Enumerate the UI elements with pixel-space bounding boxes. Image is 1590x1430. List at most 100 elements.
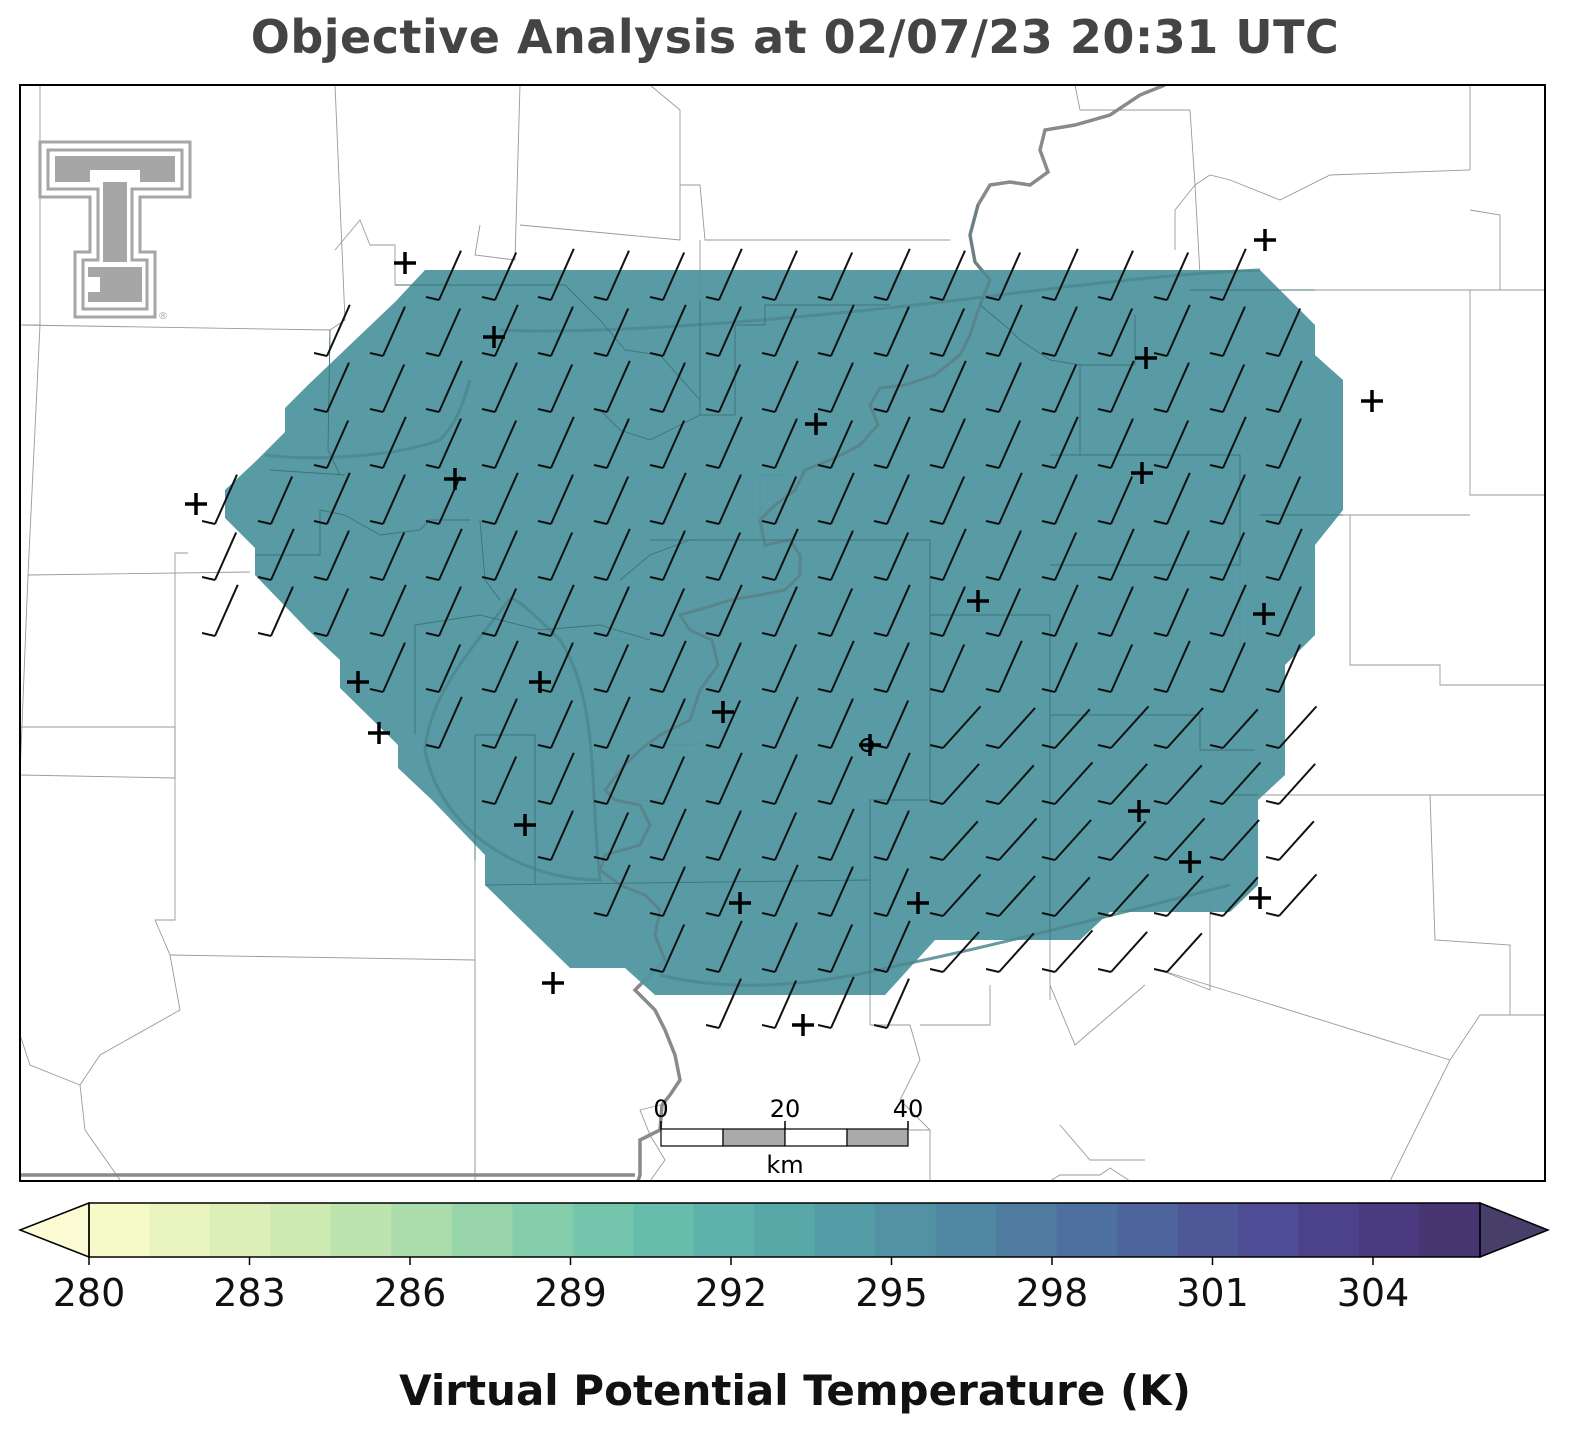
station-plus-icon (967, 590, 989, 612)
wind-barb (1153, 530, 1190, 581)
wind-barb (705, 920, 743, 973)
wind-barb (929, 476, 966, 525)
wind-barb (1041, 708, 1091, 749)
wind-barb (817, 640, 855, 693)
wind-barb (929, 820, 979, 861)
station-plus-icon (792, 1014, 814, 1036)
wind-barb (929, 931, 980, 973)
wind-barb (929, 418, 966, 469)
wind-barb (481, 420, 518, 469)
station-plus-icon (347, 671, 369, 693)
wind-barb (537, 584, 575, 637)
wind-barb (1265, 586, 1302, 637)
wind-barb (1097, 820, 1147, 861)
wind-barb (985, 420, 1022, 469)
scale-tick-20: 20 (770, 1095, 801, 1123)
wind-barb (537, 306, 574, 357)
wind-barb (1041, 929, 1094, 973)
wind-barb (929, 586, 966, 637)
wind-barb (929, 250, 966, 301)
wind-barb (1097, 528, 1135, 581)
wind-barb (817, 252, 854, 301)
wind-barb (201, 532, 238, 581)
scale-tick-40: 40 (893, 1095, 924, 1123)
wind-barb (1265, 820, 1315, 861)
wind-barb (593, 812, 630, 861)
wind-barb (649, 640, 687, 693)
wind-barb (369, 642, 406, 693)
wind-barb (1209, 474, 1246, 525)
wind-barb (929, 308, 966, 357)
wind-barb (1153, 362, 1190, 413)
texas-tech-logo: ® (38, 140, 192, 322)
wind-barb (649, 924, 686, 973)
wind-barb (1097, 476, 1134, 525)
wind-barb (1265, 418, 1302, 469)
wind-barb (1265, 763, 1316, 805)
wind-barb (369, 416, 407, 469)
station-plus-icon (805, 413, 827, 435)
wind-barb (873, 532, 910, 581)
wind-barb (705, 474, 742, 525)
station-plus-icon (1249, 887, 1271, 909)
map-title: Objective Analysis at 02/07/23 20:31 UTC (250, 10, 1340, 64)
wind-barb (1041, 474, 1078, 525)
wind-barb (257, 476, 294, 525)
wind-barb (1153, 588, 1190, 637)
wind-barb (985, 530, 1022, 581)
station-plus-icon (1254, 229, 1276, 251)
wind-barb (817, 976, 855, 1029)
wind-barb (481, 698, 518, 749)
wind-barb (817, 866, 854, 917)
wind-barb (1041, 532, 1078, 581)
wind-barb (985, 817, 1038, 861)
map-frame (19, 84, 1546, 1182)
wind-barb (1153, 304, 1191, 357)
wind-barb (425, 360, 463, 413)
wind-barb (873, 248, 911, 301)
wind-barb (537, 248, 575, 301)
wind-barb (873, 416, 911, 469)
wind-barb (649, 472, 687, 525)
wind-barb (1041, 248, 1079, 301)
wind-barb (1153, 875, 1204, 917)
wind-barb (1097, 644, 1134, 693)
wind-barb (593, 696, 631, 749)
wind-barb (1209, 708, 1259, 749)
wind-barb (425, 528, 463, 581)
wind-barb (985, 764, 1035, 805)
station-plus-icon (1361, 390, 1383, 412)
wind-barb (985, 472, 1023, 525)
wind-barb (1041, 819, 1092, 861)
wind-barb (537, 532, 574, 581)
wind-barb (817, 808, 855, 861)
wind-barb (761, 922, 798, 973)
wind-barb (481, 530, 518, 581)
wind-barb (1209, 416, 1247, 469)
wind-barb (481, 252, 518, 301)
wind-barb (873, 584, 911, 637)
wind-barb (761, 476, 798, 525)
wind-barb (1041, 306, 1078, 357)
wind-barb (1265, 644, 1302, 693)
county-lines-over-field (255, 284, 1343, 995)
wind-barb (481, 756, 518, 805)
station-markers (185, 229, 1383, 1036)
wind-barb (1097, 931, 1148, 973)
wind-barb (425, 644, 462, 693)
station-plus-icon (529, 671, 551, 693)
wind-barb (201, 474, 238, 525)
wind-barb (817, 304, 855, 357)
wind-barb (593, 644, 630, 693)
wind-barb (649, 304, 687, 357)
wind-barb (649, 420, 686, 469)
wind-barb (1153, 640, 1191, 693)
wind-barb (705, 584, 743, 637)
wind-barb (817, 588, 854, 637)
wind-barb (1153, 420, 1190, 469)
lake-outline (264, 268, 1261, 987)
wind-barb (761, 586, 798, 637)
wind-barb (425, 250, 462, 301)
wind-barb (1209, 532, 1246, 581)
